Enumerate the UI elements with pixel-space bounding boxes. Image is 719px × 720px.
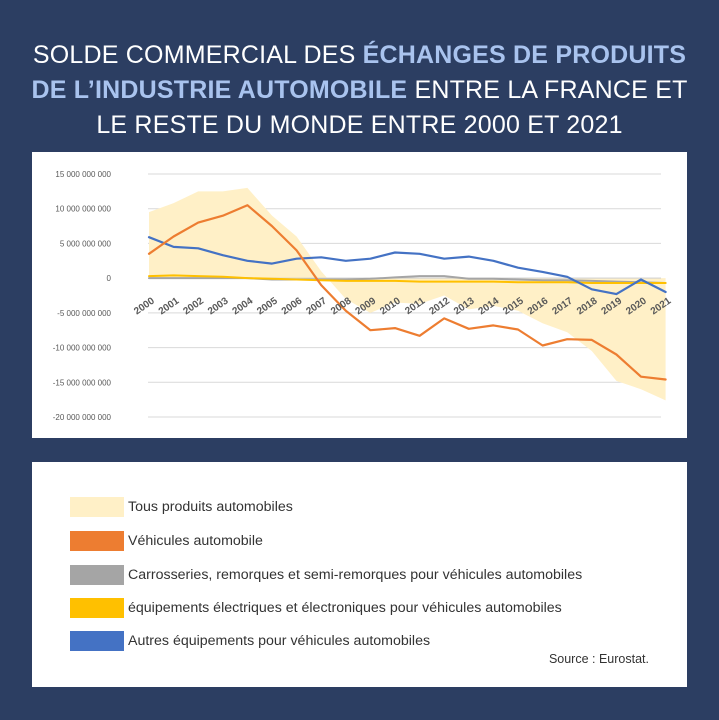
x-tick-label: 2006 <box>280 295 305 317</box>
legend-item-carrosseries: Carrosseries, remorques et semi-remorque… <box>70 565 582 585</box>
x-tick-label: 2002 <box>181 295 206 317</box>
legend-swatch <box>70 598 124 618</box>
legend-label: Tous produits automobiles <box>128 499 293 515</box>
x-tick-label: 2004 <box>231 295 256 317</box>
series-line-autres <box>147 236 667 296</box>
legend-swatch <box>70 531 124 551</box>
x-tick-label: 2007 <box>304 295 329 317</box>
title-highlight: DE L’INDUSTRIE AUTOMOBILE <box>31 76 408 104</box>
title-line-2: DE L’INDUSTRIE AUTOMOBILE ENTRE LA FRANC… <box>0 73 719 108</box>
legend-panel: Tous produits automobiles Véhicules auto… <box>32 462 687 687</box>
title-text: ENTRE LA FRANCE ET <box>407 76 688 104</box>
legend-label: équipements électriques et électroniques… <box>128 600 562 616</box>
legend-swatch <box>70 497 124 517</box>
series-area-tous <box>149 187 666 401</box>
chart-panel: 15 000 000 000 10 000 000 000 5 000 000 00… <box>32 152 687 438</box>
x-tick-label: 2003 <box>206 295 231 317</box>
title-line-1: SOLDE COMMERCIAL DES ÉCHANGES DE PRODUIT… <box>0 38 719 73</box>
legend-swatch <box>70 631 124 651</box>
y-tick-label: 0 <box>107 274 112 283</box>
legend-swatch <box>70 565 124 585</box>
series-line-vehicules <box>147 204 667 381</box>
title-text: SOLDE COMMERCIAL DES <box>32 41 363 69</box>
title-line-3: LE RESTE DU MONDE ENTRE 2000 ET 2021 <box>96 111 623 139</box>
page-title: SOLDE COMMERCIAL DES ÉCHANGES DE PRODUIT… <box>0 38 719 143</box>
legend-item-vehicules: Véhicules automobile <box>70 531 263 551</box>
legend-label: Autres équipements pour véhicules automo… <box>128 633 431 649</box>
y-tick-label: -15 000 000 000 <box>53 378 112 387</box>
y-tick-label: -5 000 000 000 <box>57 309 111 318</box>
legend-item-equipements-electriques: équipements électriques et électroniques… <box>70 598 562 618</box>
legend-item-autres: Autres équipements pour véhicules automo… <box>70 631 430 651</box>
line-chart: 15 000 000 000 10 000 000 000 5 000 000 00… <box>53 170 674 422</box>
x-tick-label: 2005 <box>255 295 280 317</box>
y-tick-label: 5 000 000 000 <box>60 239 112 248</box>
legend-label: Véhicules automobile <box>128 533 263 549</box>
legend-item-tous: Tous produits automobiles <box>70 497 293 517</box>
y-tick-label: 10 000 000 000 <box>55 205 111 214</box>
y-tick-label: -10 000 000 000 <box>53 344 112 353</box>
source-note: Source : Eurostat. <box>548 652 649 666</box>
x-tick-label: 2000 <box>132 295 157 317</box>
y-tick-label: -20 000 000 000 <box>53 413 112 422</box>
title-highlight: ÉCHANGES DE PRODUITS <box>362 41 687 69</box>
y-tick-label: 15 000 000 000 <box>55 170 111 179</box>
x-tick-label: 2001 <box>157 295 182 317</box>
legend-label: Carrosseries, remorques et semi-remorque… <box>128 567 583 583</box>
